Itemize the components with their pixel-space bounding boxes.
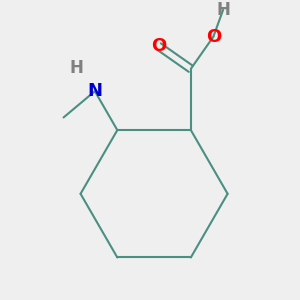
- Text: O: O: [206, 28, 221, 46]
- Text: O: O: [151, 38, 166, 56]
- Text: H: H: [216, 1, 230, 19]
- Text: H: H: [70, 59, 84, 77]
- Text: N: N: [87, 82, 102, 100]
